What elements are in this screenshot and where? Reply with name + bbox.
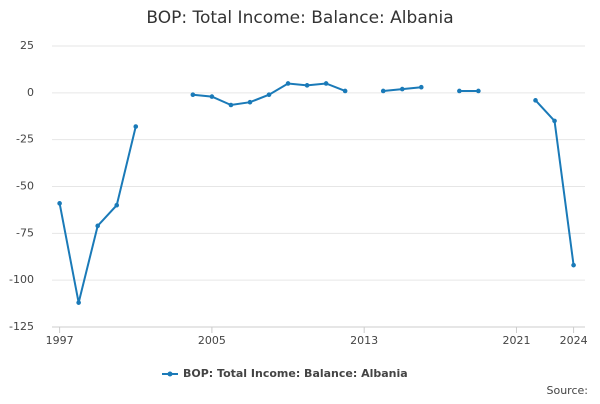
data-point xyxy=(95,223,100,229)
data-point xyxy=(228,102,234,108)
y-tick-label: 0 xyxy=(27,86,34,99)
x-tick-label: 2013 xyxy=(350,334,378,347)
x-tick-label: 2021 xyxy=(502,334,530,347)
data-point xyxy=(266,92,272,98)
data-point xyxy=(380,88,386,94)
y-tick-label: -100 xyxy=(9,273,34,286)
data-point xyxy=(285,81,291,86)
data-point xyxy=(114,202,120,208)
data-point xyxy=(533,98,538,103)
x-tick-label: 1997 xyxy=(46,334,74,347)
data-point xyxy=(133,124,139,129)
data-point xyxy=(304,83,310,88)
data-point xyxy=(457,88,462,94)
data-point xyxy=(57,201,62,206)
x-tick-label: 2005 xyxy=(198,334,226,347)
y-tick-label: -75 xyxy=(16,226,34,239)
legend-label: BOP: Total Income: Balance: Albania xyxy=(183,367,408,380)
y-tick-label: -50 xyxy=(16,180,34,193)
data-point xyxy=(247,99,253,105)
y-tick-label: -25 xyxy=(16,133,34,146)
chart-title: BOP: Total Income: Balance: Albania xyxy=(146,8,453,28)
data-point xyxy=(552,118,557,124)
data-point xyxy=(571,262,576,268)
data-point xyxy=(323,81,329,86)
data-point xyxy=(342,88,348,94)
y-tick-label: 25 xyxy=(20,39,34,52)
y-tick-label: -125 xyxy=(9,320,34,333)
x-tick-label: 2024 xyxy=(560,334,588,347)
source: Source: xyxy=(547,384,589,397)
legend-marker xyxy=(167,371,173,377)
data-point xyxy=(476,88,481,94)
data-point xyxy=(418,84,424,90)
series-line xyxy=(58,82,575,303)
data-point xyxy=(190,92,196,98)
data-point xyxy=(399,86,405,92)
data-point xyxy=(76,300,81,305)
data-point xyxy=(209,94,215,99)
